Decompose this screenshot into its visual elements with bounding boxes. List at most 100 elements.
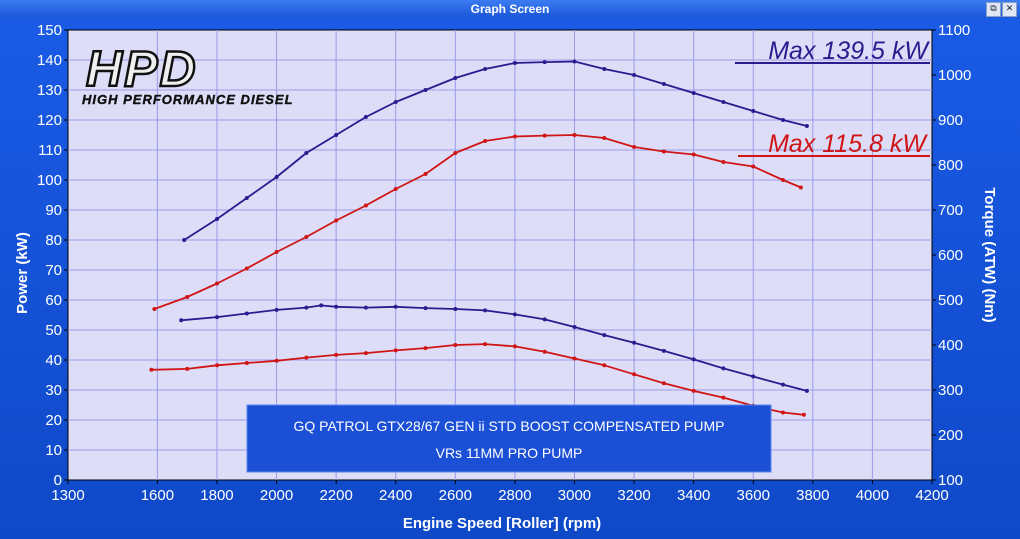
y-right-tick-label: 500	[938, 292, 963, 309]
series-point-2	[721, 160, 726, 164]
series-point-3	[363, 305, 368, 310]
x-tick-label: 4000	[856, 487, 889, 504]
series-point-2	[274, 250, 279, 254]
series-point-2	[215, 281, 219, 286]
series-point-2	[304, 235, 309, 239]
series-point-3	[423, 306, 428, 311]
series-line-1	[183, 60, 808, 241]
series-point-4	[512, 344, 517, 349]
series-point-2	[393, 187, 398, 191]
window-titlebar: Graph Screen ⧉ ✕	[0, 0, 1020, 18]
series-point-1	[244, 196, 249, 200]
y-right-tick-label: 100	[938, 472, 963, 489]
series-point-4	[632, 372, 637, 377]
series-point-2	[512, 134, 517, 139]
chart: HPD HIGH PERFORMANCE DIESEL Max 139.5 kW…	[14, 22, 998, 532]
series-point-3	[483, 308, 488, 313]
series-point-4	[602, 363, 607, 368]
y-left-tick-label: 150	[37, 22, 62, 39]
series-point-3	[304, 305, 309, 310]
x-tick-label: 3000	[558, 487, 591, 504]
series-point-2	[483, 139, 488, 143]
series-point-3	[393, 304, 398, 309]
y-left-tick-label: 130	[37, 82, 62, 99]
y-right-tick-label: 1100	[938, 22, 970, 39]
y-left-tick-label: 60	[45, 292, 62, 309]
series-point-1	[423, 88, 428, 92]
y-right-tick-label: 1000	[938, 67, 971, 84]
x-tick-label: 1800	[200, 487, 233, 504]
series-point-3	[632, 340, 637, 345]
info-line-2: VRs 11MM PRO PUMP	[436, 445, 583, 461]
x-tick-label: 3600	[737, 487, 770, 504]
x-tick-label: 2800	[498, 487, 531, 504]
series-point-2	[152, 307, 157, 311]
x-tick-label: 4200	[915, 487, 948, 504]
y-right-tick-label: 700	[938, 202, 963, 219]
series-point-1	[363, 115, 368, 119]
window-title: Graph Screen	[470, 2, 550, 16]
max-power-bottom: Max 115.8 kW	[768, 130, 928, 158]
series-point-1	[632, 73, 637, 77]
series-point-3	[274, 307, 279, 312]
series-point-1	[572, 59, 577, 64]
y-left-tick-label: 80	[45, 232, 62, 249]
max-power-top: Max 139.5 kW	[768, 37, 930, 65]
series-point-3	[215, 315, 219, 320]
series-point-4	[483, 342, 488, 347]
series-group	[149, 59, 809, 417]
series-point-4	[363, 351, 368, 356]
series-point-4	[781, 410, 785, 415]
series-point-3	[179, 318, 184, 323]
series-point-1	[751, 109, 756, 113]
series-point-3	[661, 348, 666, 353]
series-point-4	[215, 363, 219, 368]
x-axis-label: Engine Speed [Roller] (rpm)	[403, 515, 601, 532]
x-tick-label: 2600	[439, 487, 472, 504]
series-point-4	[453, 343, 458, 347]
info-line-1: GQ PATROL GTX28/67 GEN ii STD BOOST COMP…	[294, 418, 725, 434]
y-left-tick-label: 40	[45, 352, 62, 369]
x-tick-label: 3200	[617, 487, 650, 504]
series-point-4	[274, 358, 279, 363]
series-point-3	[334, 304, 339, 309]
series-point-3	[319, 303, 324, 308]
logo-tagline: HIGH PERFORMANCE DIESEL	[82, 92, 294, 107]
series-point-2	[632, 145, 637, 149]
series-point-1	[483, 67, 488, 71]
x-tick-label: 3800	[796, 487, 829, 504]
series-point-2	[185, 295, 190, 299]
logo-mark: HPD	[86, 41, 198, 97]
series-point-3	[691, 357, 696, 362]
series-point-4	[691, 388, 696, 393]
y-left-tick-label: 20	[45, 412, 62, 429]
series-point-3	[542, 317, 547, 322]
series-point-3	[804, 388, 809, 393]
series-point-4	[542, 349, 547, 354]
series-point-3	[512, 312, 517, 317]
restore-icon[interactable]: ⧉	[986, 2, 1001, 17]
series-point-4	[149, 367, 154, 372]
close-icon[interactable]: ✕	[1002, 2, 1017, 17]
series-point-2	[453, 151, 458, 155]
series-point-1	[542, 60, 547, 65]
series-point-4	[185, 366, 190, 371]
y-left-tick-label: 0	[54, 472, 62, 489]
series-point-2	[751, 164, 756, 169]
series-point-3	[572, 325, 577, 329]
series-point-1	[804, 124, 809, 128]
series-point-1	[304, 151, 309, 155]
y-right-tick-label: 600	[938, 247, 963, 264]
series-point-3	[244, 311, 249, 316]
x-tick-label: 1600	[141, 487, 174, 504]
info-box: GQ PATROL GTX28/67 GEN ii STD BOOST COMP…	[246, 404, 772, 473]
series-point-3	[602, 333, 607, 338]
series-point-2	[334, 218, 339, 223]
series-point-1	[215, 217, 219, 221]
y-left-tick-label: 10	[45, 442, 62, 459]
series-point-1	[602, 67, 607, 71]
series-point-1	[661, 82, 666, 86]
x-tick-label: 2400	[379, 487, 412, 504]
y-left-tick-label: 90	[45, 202, 62, 219]
